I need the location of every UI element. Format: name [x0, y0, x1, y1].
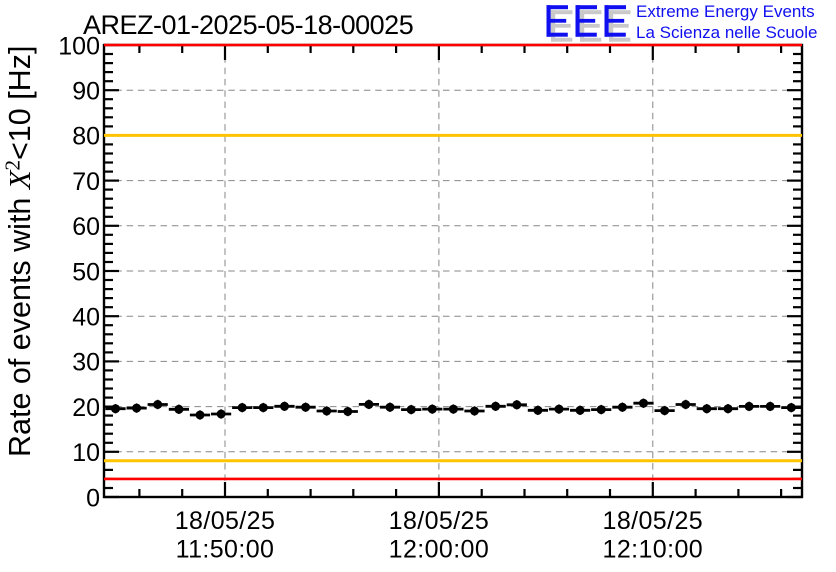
svg-text:La Scienza nelle Scuole: La Scienza nelle Scuole	[636, 23, 817, 42]
svg-text:90: 90	[72, 78, 100, 106]
svg-text:Extreme Energy Events: Extreme Energy Events	[636, 2, 815, 21]
svg-text:0: 0	[86, 484, 100, 512]
svg-text:18/05/25: 18/05/25	[603, 507, 704, 535]
svg-text:12:10:00: 12:10:00	[603, 536, 704, 564]
svg-text:11:50:00: 11:50:00	[176, 536, 275, 564]
svg-text:Rate of events with X2<10 [Hz]: Rate of events with X2<10 [Hz]	[1, 46, 38, 457]
svg-text:40: 40	[72, 304, 100, 332]
svg-text:AREZ-01-2025-05-18-00025: AREZ-01-2025-05-18-00025	[83, 10, 413, 40]
svg-text:18/05/25: 18/05/25	[175, 507, 276, 535]
svg-text:20: 20	[72, 394, 100, 422]
svg-text:12:00:00: 12:00:00	[389, 536, 490, 564]
svg-text:60: 60	[72, 213, 100, 241]
svg-text:80: 80	[72, 123, 100, 151]
svg-text:70: 70	[72, 168, 100, 196]
svg-text:50: 50	[72, 258, 100, 286]
svg-text:100: 100	[58, 32, 100, 60]
svg-text:30: 30	[72, 349, 100, 377]
svg-text:10: 10	[72, 439, 100, 467]
svg-text:18/05/25: 18/05/25	[389, 507, 490, 535]
